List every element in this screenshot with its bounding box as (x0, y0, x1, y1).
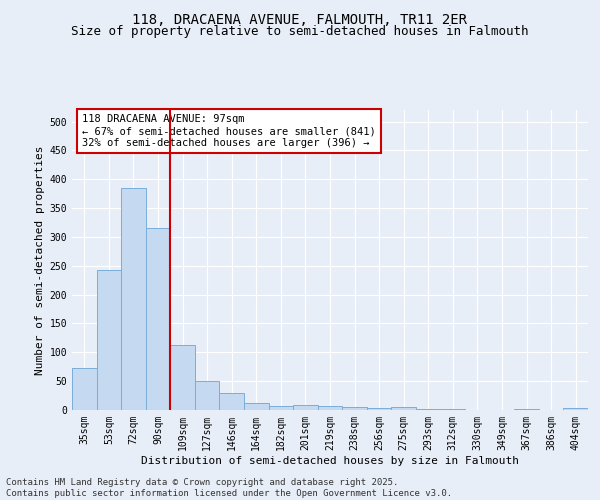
Bar (342, 407, 367, 410)
Bar (293, 406, 318, 410)
X-axis label: Distribution of semi-detached houses by size in Falmouth: Distribution of semi-detached houses by … (141, 456, 519, 466)
Bar (97, 270, 121, 410)
Text: 118 DRACAENA AVENUE: 97sqm
← 67% of semi-detached houses are smaller (841)
32% o: 118 DRACAENA AVENUE: 97sqm ← 67% of semi… (82, 114, 376, 148)
Bar (391, 407, 416, 410)
Bar (318, 406, 342, 410)
Bar (244, 402, 269, 410)
Bar (195, 381, 220, 410)
Bar (170, 345, 195, 410)
Text: Contains HM Land Registry data © Crown copyright and database right 2025.
Contai: Contains HM Land Registry data © Crown c… (6, 478, 452, 498)
Bar (220, 394, 244, 410)
Text: 118, DRACAENA AVENUE, FALMOUTH, TR11 2ER: 118, DRACAENA AVENUE, FALMOUTH, TR11 2ER (133, 12, 467, 26)
Bar (269, 406, 293, 410)
Bar (563, 408, 588, 410)
Bar (72, 368, 97, 410)
Bar (367, 408, 391, 410)
Bar (121, 188, 146, 410)
Y-axis label: Number of semi-detached properties: Number of semi-detached properties (35, 145, 46, 375)
Text: Size of property relative to semi-detached houses in Falmouth: Size of property relative to semi-detach… (71, 25, 529, 38)
Bar (146, 228, 170, 410)
